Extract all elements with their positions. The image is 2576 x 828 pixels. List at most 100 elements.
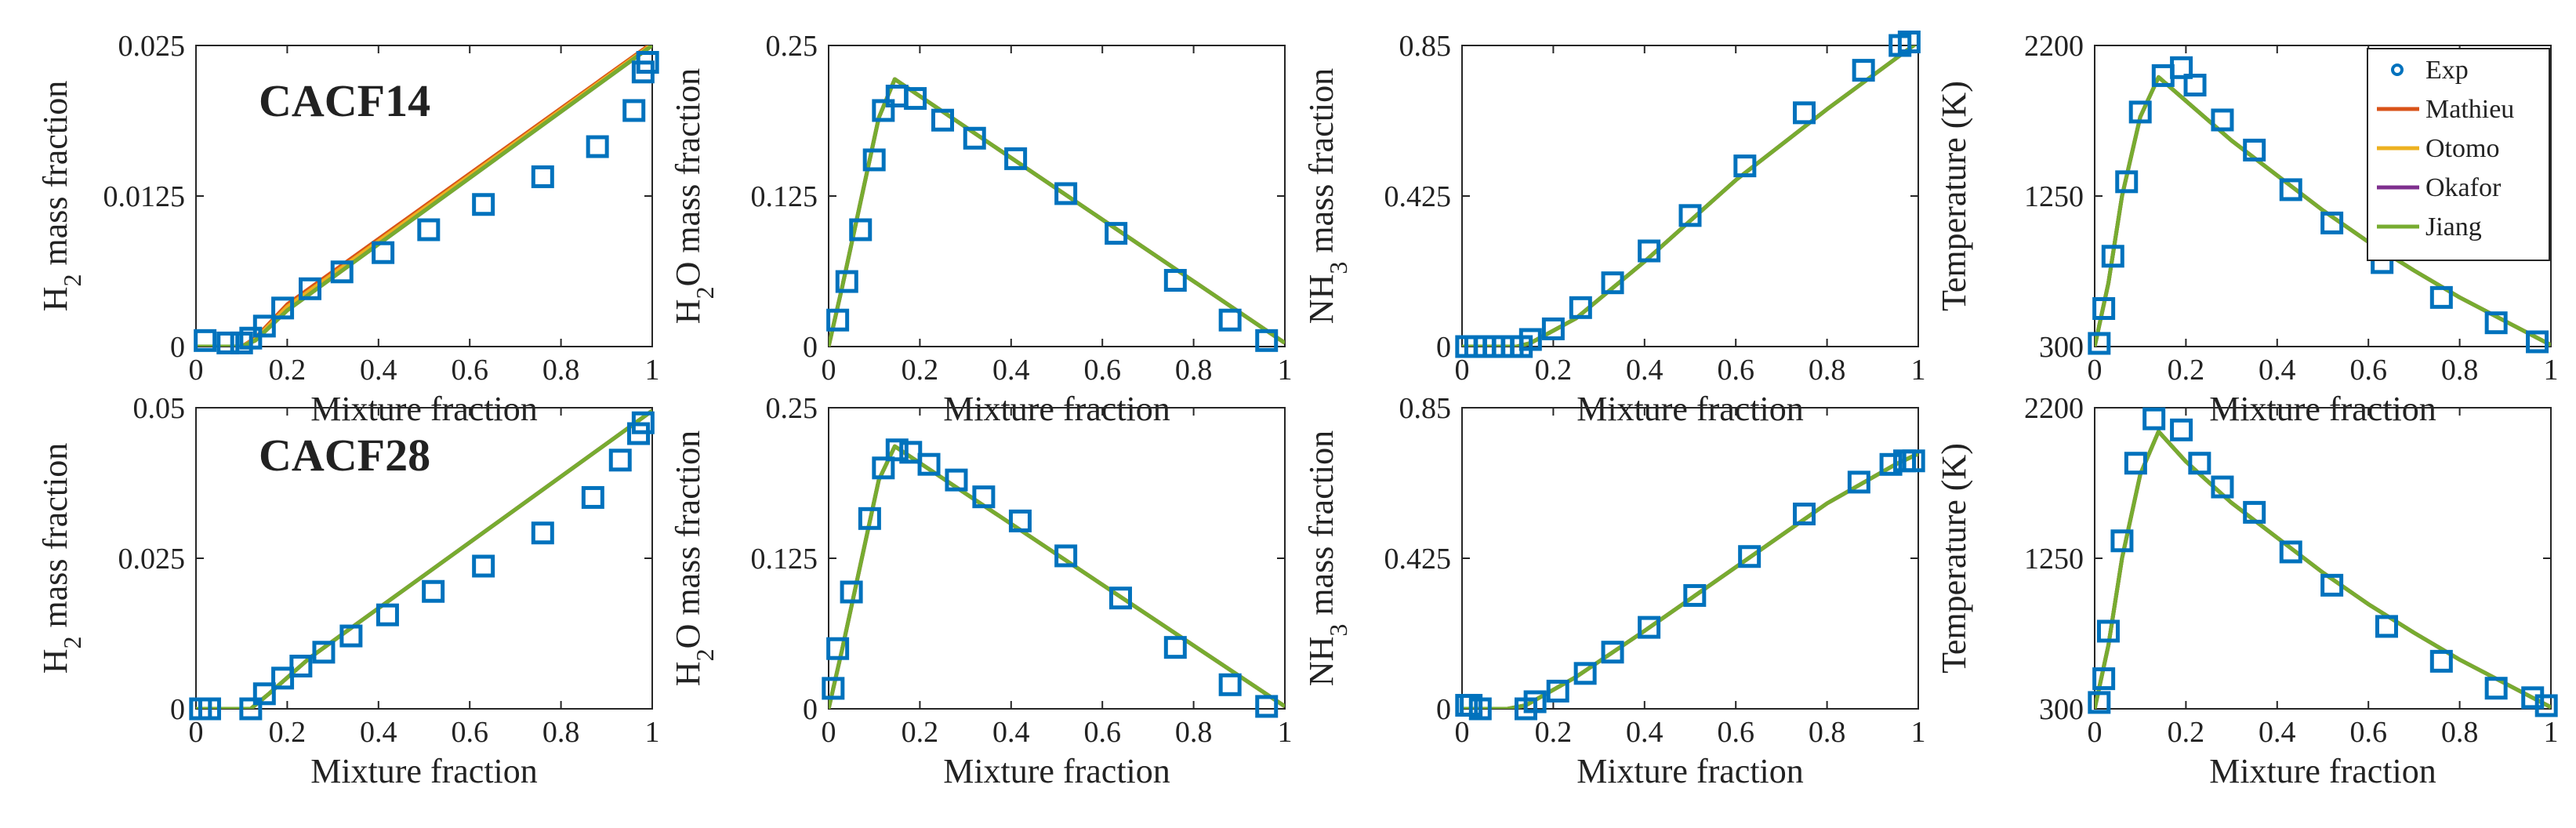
x-tick-label: 0 <box>822 354 836 387</box>
exp-marker <box>2096 619 2120 643</box>
legend-label: Otomo <box>2425 134 2499 163</box>
case-label: CACF14 <box>259 75 430 126</box>
exp-marker <box>581 485 604 509</box>
panel-2: 0 0.2 0.4 0.6 0.8 1 0 0.125 0.25 H2O mass fractio… <box>669 30 1293 428</box>
exp-marker <box>1218 673 1242 696</box>
y-tick-label: 0 <box>1436 331 1451 364</box>
exp-marker <box>2211 475 2234 499</box>
exp-marker <box>2170 418 2193 441</box>
legend-marker-exp <box>2391 64 2404 76</box>
y-tick-label: 0.125 <box>751 180 818 213</box>
x-tick-label: 0 <box>1455 716 1470 749</box>
exp-marker <box>1678 204 1702 227</box>
exp-marker <box>2088 332 2111 355</box>
exp-marker <box>963 126 986 150</box>
exp-marker <box>1518 328 1542 351</box>
exp-marker <box>1573 662 1597 685</box>
x-tick-label: 0.6 <box>451 716 488 749</box>
exp-marker <box>339 624 363 648</box>
x-axis-label: Mixture fraction <box>943 752 1170 790</box>
exp-marker <box>1468 697 1492 721</box>
x-tick-label: 0.8 <box>1175 354 1213 387</box>
panel-6: 0 0.2 0.4 0.6 0.8 1 0 0.125 0.25 H2O mass fractio… <box>669 392 1293 790</box>
y-tick-label: 0 <box>803 693 818 726</box>
exp-marker <box>1105 222 1128 245</box>
exp-marker <box>2142 407 2166 430</box>
x-tick-label: 0.4 <box>992 716 1030 749</box>
x-tick-label: 0.2 <box>1535 716 1573 749</box>
y-tick-label: 0 <box>170 693 185 726</box>
y-axis-label: H2 mass fraction <box>36 81 86 312</box>
x-tick-label: 0.6 <box>2349 716 2387 749</box>
x-tick-label: 0.6 <box>451 354 488 387</box>
y-axis-label: NH3 mass fraction <box>1302 68 1352 324</box>
y-tick-label: 0.125 <box>751 543 818 576</box>
exp-marker <box>330 260 354 284</box>
exp-marker <box>2092 667 2116 691</box>
y-tick-label: 0 <box>170 331 185 364</box>
exp-marker <box>858 507 881 530</box>
exp-marker <box>1546 679 1569 703</box>
x-axis-label: Mixture fraction <box>943 390 1170 428</box>
y-tick-label: 1250 <box>2024 543 2084 576</box>
exp-marker <box>1879 452 1903 476</box>
exp-marker <box>622 99 646 122</box>
exp-marker <box>2110 529 2134 553</box>
exp-marker <box>1163 636 1187 659</box>
x-tick-label: 0 <box>2088 716 2103 749</box>
x-tick-label: 0.6 <box>1717 716 1754 749</box>
x-tick-label: 1 <box>2544 354 2559 387</box>
exp-marker <box>1108 586 1132 610</box>
exp-marker <box>2429 649 2453 673</box>
exp-marker <box>1054 182 1078 205</box>
exp-marker <box>2088 691 2111 714</box>
exp-marker <box>2375 615 2398 638</box>
x-tick-label: 0 <box>1455 354 1470 387</box>
x-tick-label: 0.4 <box>2259 354 2296 387</box>
y-tick-label: 0.0125 <box>103 180 186 213</box>
y-tick-label: 0.25 <box>766 392 818 425</box>
exp-marker <box>2279 178 2302 202</box>
exp-marker <box>2115 170 2139 194</box>
y-axis-label: H2 mass fraction <box>36 443 86 674</box>
exp-marker <box>372 241 395 264</box>
x-tick-label: 1 <box>1911 716 1926 749</box>
exp-marker <box>1054 544 1078 568</box>
exp-marker <box>972 485 996 509</box>
exp-marker <box>931 108 954 132</box>
exp-marker <box>1601 641 1624 664</box>
exp-marker <box>917 452 941 476</box>
exp-marker <box>2243 138 2266 162</box>
series-line-okafor <box>1462 45 1917 347</box>
exp-marker <box>840 580 863 604</box>
series-line-jiang <box>2095 429 2551 709</box>
x-tick-label: 1 <box>1278 354 1293 387</box>
exp-marker <box>2092 296 2116 320</box>
exp-marker <box>586 135 609 158</box>
exp-marker <box>2320 573 2344 597</box>
exp-marker <box>422 579 445 603</box>
exp-marker <box>216 331 240 354</box>
x-tick-label: 1 <box>1911 354 1926 387</box>
legend-label: Exp <box>2425 56 2469 85</box>
x-axis-label: Mixture fraction <box>310 752 538 790</box>
exp-marker <box>376 603 399 626</box>
exp-marker <box>417 218 441 242</box>
x-axis-label: Mixture fraction <box>310 390 538 428</box>
exp-marker <box>826 308 850 332</box>
x-tick-label: 0.4 <box>360 716 397 749</box>
x-tick-label: 0.4 <box>2259 716 2296 749</box>
x-tick-label: 0.6 <box>1717 354 1754 387</box>
exp-marker <box>2188 452 2211 475</box>
y-axis-label: H2O mass fraction <box>669 68 719 324</box>
exp-marker <box>531 521 554 545</box>
exp-marker <box>872 456 895 480</box>
y-tick-label: 0.05 <box>133 392 186 425</box>
y-tick-label: 0.85 <box>1399 392 1452 425</box>
series-line-mathieu <box>829 77 1285 347</box>
exp-marker <box>271 666 295 690</box>
exp-marker <box>252 682 276 706</box>
y-tick-label: 0.025 <box>118 30 186 63</box>
exp-marker <box>472 193 495 216</box>
